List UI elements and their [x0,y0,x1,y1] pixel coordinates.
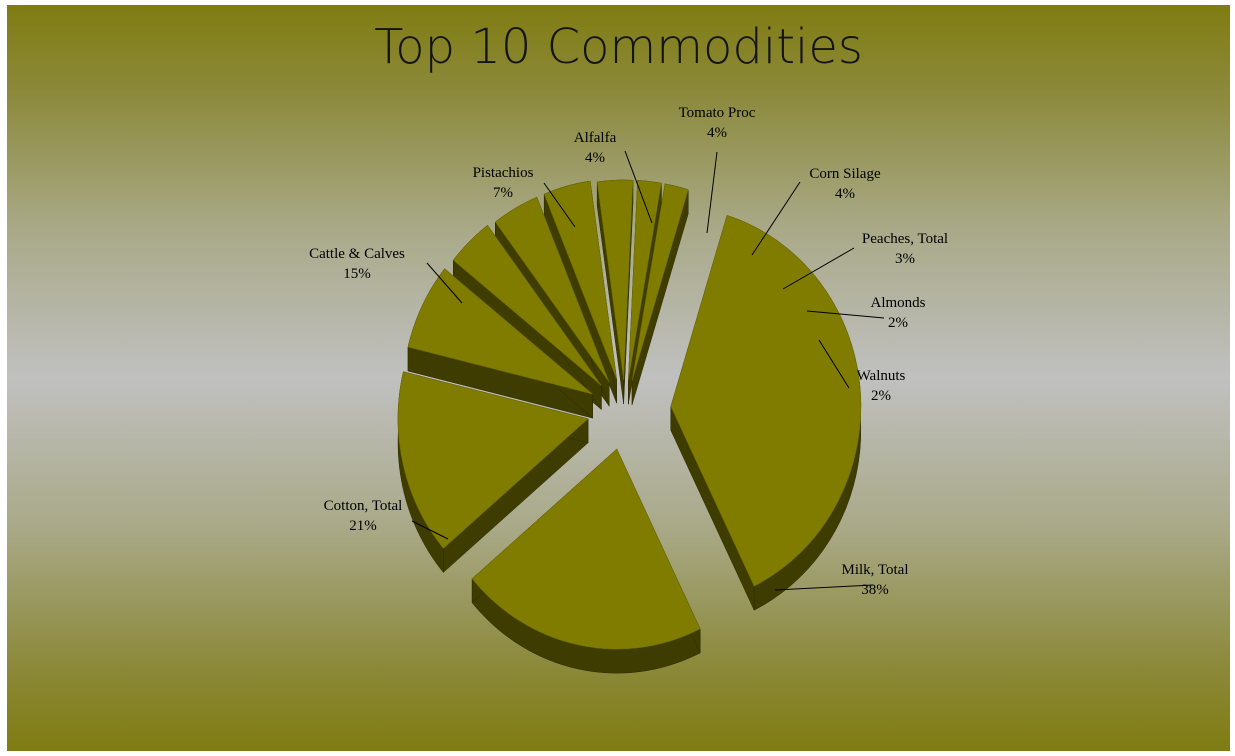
pie-chart: Milk, Total 38% Cotton, Total 21% Cattle & C… [309,105,948,674]
slice-percent-label: 2% [871,388,891,404]
leader-line [624,150,653,224]
slice-percent-label: 7% [493,185,513,201]
slice-percent-label: 4% [585,150,605,166]
slice-percent-label: 21% [349,518,377,534]
leader-line [411,520,449,540]
leader-line [774,584,874,591]
slice-percent-label: 4% [707,125,727,141]
slice-label: Alfalfa [574,130,617,146]
pie-slice-tomato-proc [494,196,610,383]
pie-slice-pistachios [407,268,593,395]
slice-percent-label: 2% [888,315,908,331]
slice-percent-label: 15% [343,266,371,282]
slice-label: Tomato Proc [679,105,756,121]
slice-percent-label: 4% [835,186,855,202]
pie-slice-walnuts [631,183,689,381]
leader-line [706,151,718,234]
slice-label: Milk, Total [841,562,908,578]
slice-percent-label: 38% [861,582,889,598]
slice-label: Peaches, Total [862,231,948,247]
leader-line [818,339,850,389]
pie-slice-almonds [628,180,662,381]
leader-line [426,262,463,304]
slice-label: Almonds [870,295,925,311]
pie-slice-corn-silage [543,180,617,380]
leader-line [543,182,576,228]
slice-label: Pistachios [473,165,534,181]
pie-slice-alfalfa [452,224,602,386]
leader-line [751,181,801,256]
pie-slice-cattle-calves [397,371,589,549]
slice-label: Cotton, Total [324,498,403,514]
leader-line [806,310,885,319]
pie-slice-cotton-total [471,448,701,650]
pie-slice-milk-total [670,215,862,587]
chart-title: Top 10 Commodities [374,19,863,75]
slice-percent-label: 3% [895,251,915,267]
pie-slice-peaches-total [596,179,634,381]
slice-label: Cattle & Calves [309,246,405,262]
slice-label: Walnuts [857,368,906,384]
chart-area: Top 10 Commodities Milk, Total 38% Cotton,… [7,5,1230,751]
slice-label: Corn Silage [809,166,881,182]
leader-line [782,247,855,290]
